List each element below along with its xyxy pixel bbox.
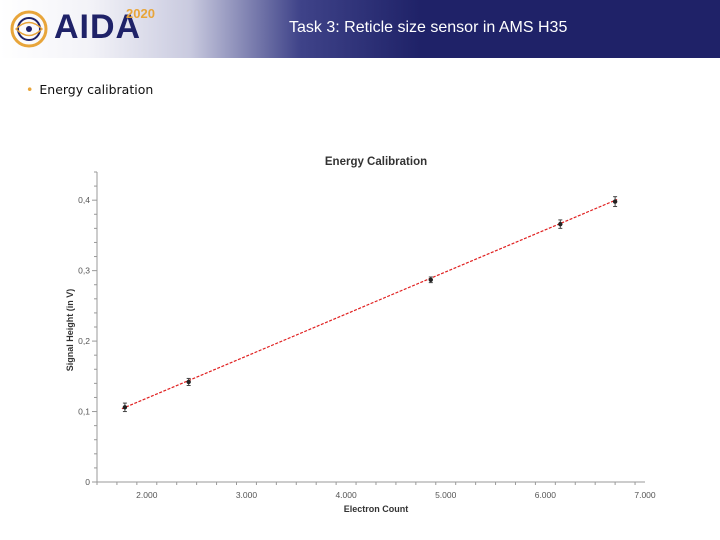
aida-emblem-icon xyxy=(10,10,48,48)
slide-title: Task 3: Reticle size sensor in AMS H35 xyxy=(289,19,568,36)
aida-logo: AIDA 2020 xyxy=(8,6,168,52)
data-point xyxy=(186,379,191,385)
bullet-label: Energy calibration xyxy=(39,82,154,97)
x-tick-label: 5.000 xyxy=(435,490,457,500)
y-tick-label: 0,4 xyxy=(78,195,90,205)
chart-fit-line xyxy=(121,198,618,410)
data-point xyxy=(122,405,128,410)
y-tick-label: 0,3 xyxy=(78,266,90,276)
y-tick-label: 0 xyxy=(85,477,90,487)
x-tick-label: 4.000 xyxy=(335,490,357,500)
y-tick-label: 0,1 xyxy=(78,407,90,417)
logo-year: 2020 xyxy=(126,6,155,21)
slide-header: AIDA 2020 Task 3: Reticle size sensor in… xyxy=(0,0,720,58)
fit-line xyxy=(121,198,618,410)
x-tick-label: 7.000 xyxy=(634,490,656,500)
y-tick-label: 0,2 xyxy=(78,336,90,346)
x-tick-label: 6.000 xyxy=(535,490,557,500)
x-tick-label: 3.000 xyxy=(236,490,258,500)
data-point xyxy=(558,221,563,227)
x-tick-label: 2.000 xyxy=(136,490,158,500)
data-point xyxy=(428,277,433,282)
y-axis-label: Signal Height (in V) xyxy=(65,289,75,372)
chart-axes: 0 0,1 0,2 0,3 0,4 2.000 3.000 4.000 5.000 6.000 7.… xyxy=(78,171,656,500)
data-point xyxy=(612,199,618,204)
chart-title: Energy Calibration xyxy=(325,156,427,168)
x-axis-label: Electron Count xyxy=(344,504,409,514)
chart-points xyxy=(122,196,618,413)
bullet-item: • Energy calibration xyxy=(26,82,153,97)
logo-text: AIDA xyxy=(54,8,142,46)
bullet-dot-icon: • xyxy=(26,82,34,97)
